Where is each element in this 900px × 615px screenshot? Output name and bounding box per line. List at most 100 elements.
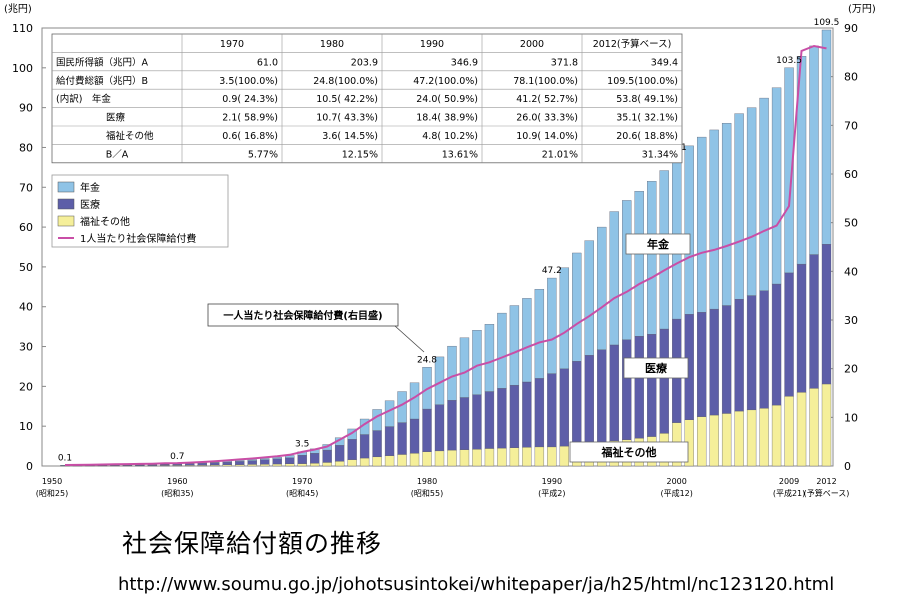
bar-medical: [547, 373, 557, 448]
left-axis-tick-label: 70: [19, 181, 33, 194]
right-axis-tick-label: 50: [844, 217, 858, 230]
table-cell: 3.5(100.0%): [219, 76, 278, 87]
legend-label: 年金: [80, 181, 100, 194]
table-cell: 3.6( 14.5%): [322, 131, 378, 142]
bar-total-label: 47.2: [542, 266, 562, 276]
bar-pension: [547, 277, 557, 374]
left-axis-tick-label: 90: [19, 102, 33, 115]
bar-welfare: [547, 446, 557, 467]
right-axis-tick-label: 80: [844, 71, 858, 84]
right-axis-tick-label: 20: [844, 363, 858, 376]
bar-medical: [559, 368, 570, 447]
bar-total-label: 103.5: [776, 56, 802, 66]
bar-welfare: [334, 461, 345, 467]
legend-swatch-welfare: [57, 215, 75, 227]
bar-pension: [784, 67, 794, 274]
bar-medical: [409, 418, 420, 454]
bar-pension: [459, 337, 470, 398]
bar-total-label: 109.5: [814, 18, 840, 28]
bar-pension: [734, 113, 744, 300]
table-cell: 5.77%: [248, 149, 278, 160]
bar-medical: [472, 394, 482, 450]
bar-pension: [609, 211, 619, 346]
bar-pension: [347, 428, 357, 440]
bar-medical: [322, 449, 332, 463]
right-axis-tick-label: 60: [844, 168, 858, 181]
chart-caption: 社会保障給付額の推移: [122, 529, 383, 558]
bar-medical: [821, 244, 832, 385]
bar-welfare: [484, 448, 495, 467]
x-tick-label: 2009: [779, 477, 799, 486]
right-axis-tick-label: 30: [844, 314, 858, 327]
source-url: http://www.soumu.go.jp/johotsusintokei/w…: [118, 574, 835, 595]
bar-medical: [522, 381, 532, 448]
table-cell: 2.1( 58.9%): [222, 113, 278, 124]
bar-medical: [759, 290, 769, 409]
bar-welfare: [721, 413, 732, 467]
x-tick-sublabel: (昭和25): [36, 489, 68, 498]
bar-pension: [472, 330, 482, 395]
bar-medical: [584, 355, 594, 444]
x-tick-sublabel: (昭和45): [286, 489, 318, 498]
callout-label: 一人当たり社会保障給付費(右目盛): [223, 309, 382, 322]
bar-medical: [447, 400, 457, 451]
legend-swatch-medical: [57, 198, 75, 210]
bar-welfare: [434, 450, 445, 467]
x-tick-label: 2000: [667, 477, 687, 486]
x-tick-label: 1990: [542, 477, 562, 486]
bar-pension: [235, 460, 245, 462]
left-axis-tick-label: 110: [12, 22, 33, 35]
bar-medical: [659, 328, 669, 434]
table-cell: 349.4: [651, 57, 678, 68]
table-header-cell: 1990: [420, 39, 444, 50]
table-cell: 10.7( 43.3%): [316, 113, 378, 124]
table-cell: 医療: [106, 112, 126, 124]
legend-box: [51, 174, 229, 248]
in-bar-label-box: [569, 441, 689, 463]
bar-pension: [409, 382, 420, 420]
left-axis-tick-label: 50: [19, 261, 33, 274]
bar-medical: [497, 388, 507, 449]
left-axis-tick-label: 100: [12, 62, 33, 75]
left-axis-tick-label: 30: [19, 341, 33, 354]
bar-medical: [197, 463, 207, 466]
in-bar-label-box: [623, 357, 689, 379]
bar-pension: [809, 45, 819, 255]
bar-welfare: [497, 447, 507, 467]
bar-welfare: [285, 463, 295, 467]
bar-medical: [534, 378, 545, 448]
bar-medical: [247, 460, 257, 465]
table-cell: 78.1(100.0%): [513, 76, 578, 87]
right-axis-tick-label: 90: [844, 22, 858, 35]
bar-welfare: [746, 409, 757, 467]
bar-medical: [334, 445, 345, 462]
bar-medical: [272, 458, 282, 465]
x-tick-sublabel: (平成2): [538, 488, 565, 498]
table-cell: 10.5( 42.2%): [316, 94, 378, 105]
table-cell: B／A: [106, 149, 129, 160]
bar-medical: [297, 455, 307, 464]
bar-medical: [260, 459, 270, 465]
table-cell: 31.34%: [642, 149, 678, 160]
legend-label: 医療: [80, 198, 100, 211]
table-cell: 0.9( 24.3%): [222, 94, 278, 105]
bar-welfare: [260, 464, 270, 467]
bar-welfare: [384, 455, 395, 467]
bar-welfare: [796, 392, 807, 467]
bar-pension: [559, 267, 570, 370]
bar-pension: [684, 145, 694, 315]
bar-pension: [572, 252, 582, 362]
table-cell: (内訳) 年金: [56, 93, 111, 105]
left-axis-tick-label: 20: [19, 380, 33, 393]
bar-medical: [796, 263, 807, 393]
bar-medical: [309, 453, 320, 464]
left-axis-tick-label: 80: [19, 141, 33, 154]
callout-leader: [394, 325, 425, 353]
bar-medical: [422, 408, 432, 452]
bar-medical: [509, 384, 520, 448]
table-cell: 24.0( 50.9%): [416, 94, 478, 105]
right-axis-tick-label: 70: [844, 119, 858, 132]
x-tick-label: 1960: [167, 477, 187, 486]
bar-pension: [260, 458, 270, 461]
legend-label: 1人当たり社会保障給付費: [80, 232, 196, 245]
